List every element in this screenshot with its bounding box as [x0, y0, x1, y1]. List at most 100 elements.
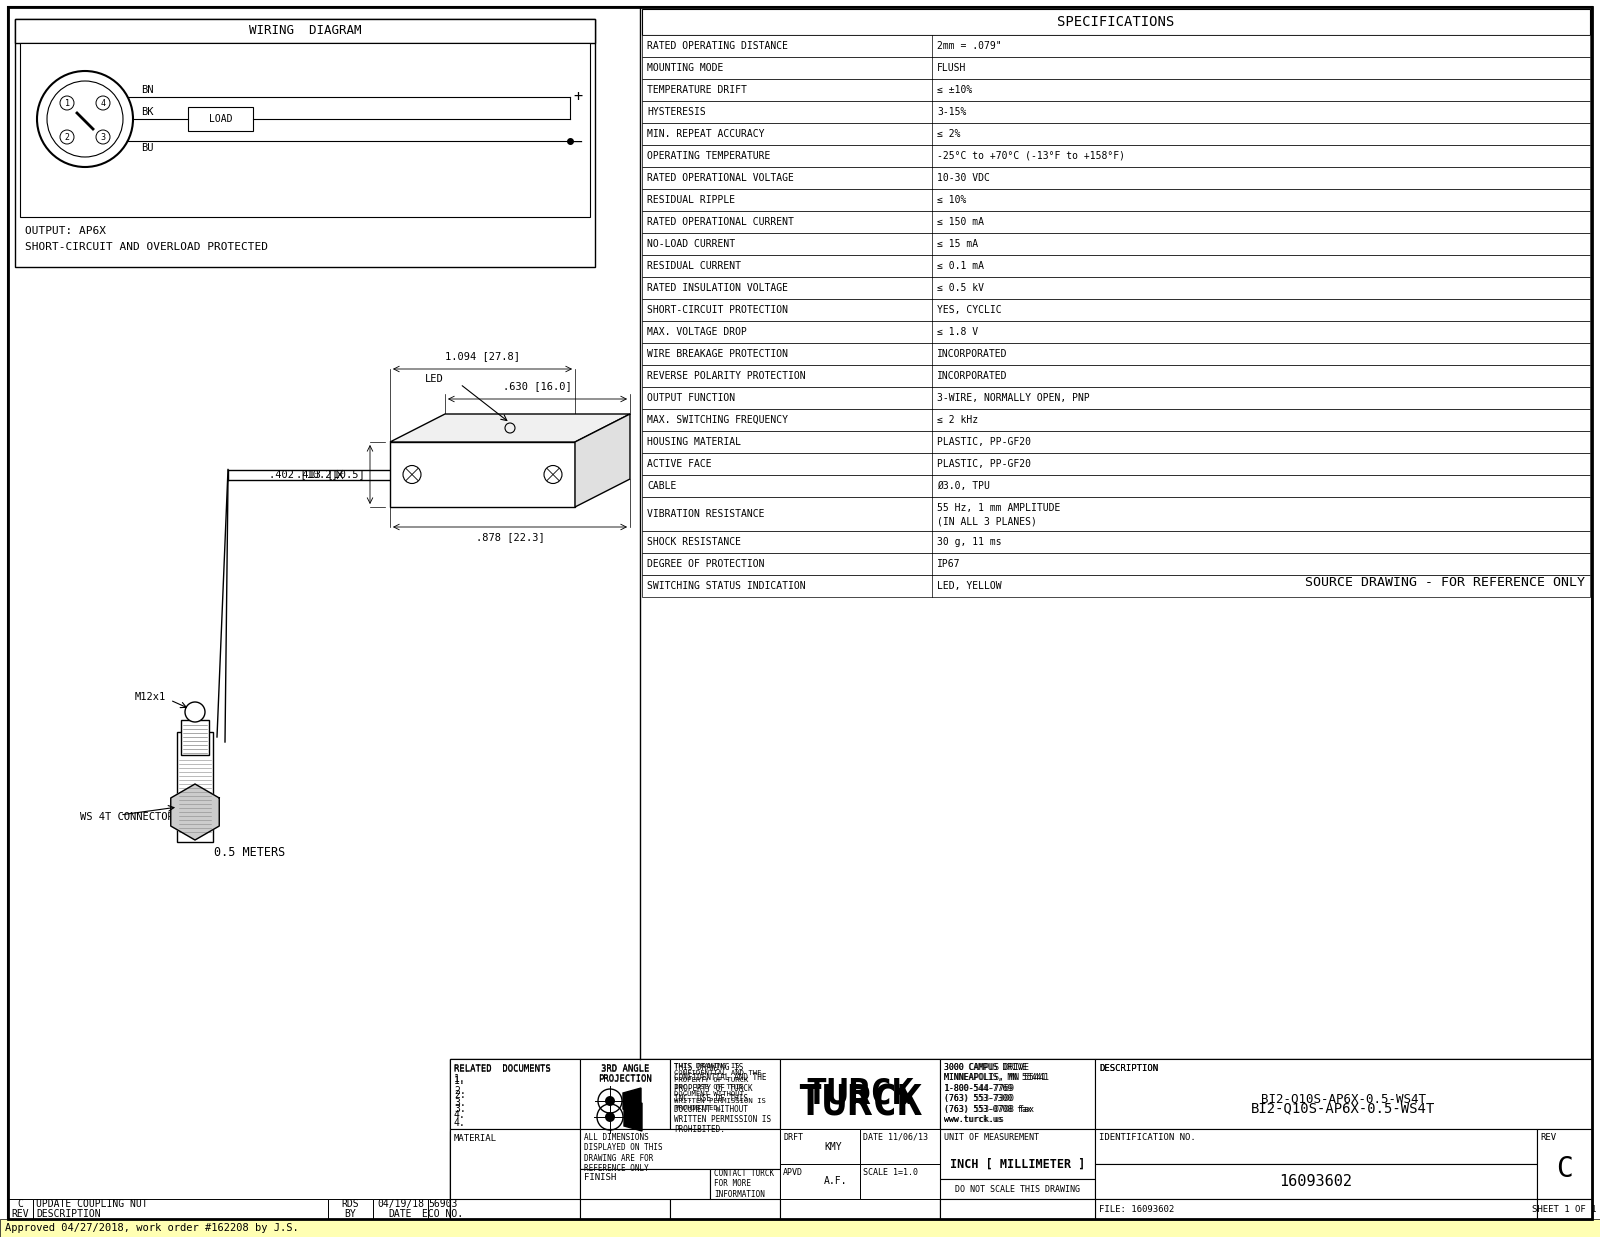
- Bar: [670, 1131, 781, 1218]
- Bar: [642, 167, 1590, 189]
- Bar: [642, 575, 1590, 597]
- Text: THIS DRAWING IS
CONFIDENTIAL AND THE
PROPERTY OF TURCK
INC. USE OF THIS
DOCUMENT: THIS DRAWING IS CONFIDENTIAL AND THE PRO…: [674, 1063, 771, 1134]
- Polygon shape: [171, 784, 219, 840]
- Bar: [941, 1129, 1094, 1179]
- Text: .630 [16.0]: .630 [16.0]: [502, 381, 571, 391]
- Text: BN: BN: [141, 85, 154, 95]
- Text: ALL DIMENSIONS
DISPLAYED ON THIS
DRAWING ARE FOR
REFERENCE ONLY: ALL DIMENSIONS DISPLAYED ON THIS DRAWING…: [584, 1133, 662, 1173]
- Text: .402 [10.2]: .402 [10.2]: [269, 470, 338, 480]
- Text: UPDATE COUPLING NUT: UPDATE COUPLING NUT: [35, 1199, 147, 1209]
- Text: YES, CYCLIC: YES, CYCLIC: [938, 306, 1002, 315]
- Text: DO NOT SCALE THIS DRAWING: DO NOT SCALE THIS DRAWING: [955, 1185, 1080, 1194]
- Bar: [178, 732, 213, 842]
- Text: PROJECTION: PROJECTION: [598, 1074, 651, 1084]
- Bar: [642, 101, 1590, 122]
- Bar: [642, 9, 1590, 35]
- Text: M12x1: M12x1: [134, 691, 166, 703]
- Bar: [670, 1059, 781, 1129]
- Bar: [450, 1129, 579, 1199]
- Bar: [1094, 1059, 1592, 1129]
- Bar: [642, 475, 1590, 497]
- Text: SPECIFICATIONS: SPECIFICATIONS: [1058, 15, 1174, 28]
- Text: INCH [ MILLIMETER ]: INCH [ MILLIMETER ]: [950, 1158, 1085, 1170]
- Text: FINISH: FINISH: [584, 1173, 616, 1183]
- Text: BI2-Q10S-AP6X-0.5-WS4T: BI2-Q10S-AP6X-0.5-WS4T: [1251, 1101, 1435, 1115]
- Text: 55 Hz, 1 mm AMPLITUDE: 55 Hz, 1 mm AMPLITUDE: [938, 503, 1061, 513]
- Bar: [373, 1199, 429, 1218]
- Text: 2.: 2.: [454, 1090, 466, 1100]
- Text: 04/19/18: 04/19/18: [378, 1199, 424, 1209]
- Text: SHORT-CIRCUIT PROTECTION: SHORT-CIRCUIT PROTECTION: [646, 306, 787, 315]
- Bar: [710, 1169, 781, 1199]
- Text: ≤ 2%: ≤ 2%: [938, 129, 960, 139]
- Text: SOURCE DRAWING - FOR REFERENCE ONLY: SOURCE DRAWING - FOR REFERENCE ONLY: [1306, 575, 1586, 589]
- Text: SHEET 1 OF 1: SHEET 1 OF 1: [1533, 1205, 1597, 1213]
- Text: MATERIAL: MATERIAL: [454, 1134, 498, 1143]
- Bar: [642, 531, 1590, 553]
- Bar: [642, 453, 1590, 475]
- Text: WS 4T CONNECTOR: WS 4T CONNECTOR: [80, 811, 174, 823]
- Bar: [642, 343, 1590, 365]
- Text: RESIDUAL RIPPLE: RESIDUAL RIPPLE: [646, 195, 734, 205]
- Text: RATED OPERATIONAL VOLTAGE: RATED OPERATIONAL VOLTAGE: [646, 173, 794, 183]
- Bar: [642, 365, 1590, 387]
- Polygon shape: [622, 1089, 642, 1115]
- Bar: [1538, 1199, 1592, 1218]
- Text: RATED OPERATING DISTANCE: RATED OPERATING DISTANCE: [646, 41, 787, 51]
- Text: 4.: 4.: [454, 1110, 466, 1119]
- Text: UNIT OF MEASUREMENT: UNIT OF MEASUREMENT: [944, 1133, 1038, 1142]
- Text: ≤ 10%: ≤ 10%: [938, 195, 966, 205]
- Bar: [19, 43, 590, 216]
- Text: RDS: RDS: [342, 1199, 360, 1209]
- Text: .413 [10.5]: .413 [10.5]: [296, 470, 365, 480]
- Text: 1.094 [27.8]: 1.094 [27.8]: [445, 351, 520, 361]
- Text: PLASTIC, PP-GF20: PLASTIC, PP-GF20: [938, 437, 1030, 447]
- Text: BY: BY: [344, 1209, 357, 1218]
- Text: DATE 11/06/13: DATE 11/06/13: [862, 1133, 928, 1142]
- Text: APVD: APVD: [782, 1168, 803, 1176]
- Text: Ø3.0, TPU: Ø3.0, TPU: [938, 481, 990, 491]
- Text: 3RD ANGLE: 3RD ANGLE: [602, 1064, 650, 1072]
- Text: ≤ 2 kHz: ≤ 2 kHz: [938, 414, 978, 426]
- Text: 3-15%: 3-15%: [938, 106, 966, 118]
- Text: 0.5 METERS: 0.5 METERS: [214, 846, 286, 858]
- Text: CONTACT TURCK
FOR MORE
INFORMATION: CONTACT TURCK FOR MORE INFORMATION: [714, 1169, 774, 1199]
- Text: DATE: DATE: [389, 1209, 413, 1218]
- Text: 3: 3: [101, 132, 106, 141]
- Text: ≤ 150 mA: ≤ 150 mA: [938, 216, 984, 228]
- Text: REVERSE POLARITY PROTECTION: REVERSE POLARITY PROTECTION: [646, 371, 806, 381]
- Text: +: +: [573, 89, 582, 104]
- Bar: [450, 1131, 579, 1218]
- Text: ≤ 0.1 mA: ≤ 0.1 mA: [938, 261, 984, 271]
- Polygon shape: [624, 1103, 642, 1131]
- Text: INCORPORATED: INCORPORATED: [938, 371, 1008, 381]
- Bar: [642, 145, 1590, 167]
- Text: DEGREE OF PROTECTION: DEGREE OF PROTECTION: [646, 559, 765, 569]
- Polygon shape: [574, 414, 630, 507]
- Text: 3000 CAMPUS DRIVE
MINNEAPOLIS, MN 55441
1-800-544-7769
(763) 553-7300
(763) 553-: 3000 CAMPUS DRIVE MINNEAPOLIS, MN 55441 …: [944, 1063, 1046, 1124]
- Bar: [941, 1131, 1094, 1218]
- Bar: [642, 122, 1590, 145]
- Text: INCORPORATED: INCORPORATED: [938, 349, 1008, 359]
- Circle shape: [605, 1112, 614, 1122]
- Text: ≤ 0.5 kV: ≤ 0.5 kV: [938, 283, 984, 293]
- Polygon shape: [390, 442, 574, 507]
- Text: RESIDUAL CURRENT: RESIDUAL CURRENT: [646, 261, 741, 271]
- Bar: [1094, 1129, 1538, 1164]
- Bar: [642, 212, 1590, 233]
- Text: TURCK: TURCK: [797, 1082, 923, 1124]
- Text: 16093602: 16093602: [1280, 1174, 1352, 1190]
- Bar: [941, 1179, 1094, 1199]
- Bar: [642, 57, 1590, 79]
- Text: ACTIVE FACE: ACTIVE FACE: [646, 459, 712, 469]
- Text: DESCRIPTION: DESCRIPTION: [1099, 1064, 1158, 1072]
- Text: Approved 04/27/2018, work order #162208 by J.S.: Approved 04/27/2018, work order #162208 …: [5, 1223, 299, 1233]
- Text: LED, YELLOW: LED, YELLOW: [938, 581, 1002, 591]
- Text: 3RD ANGLE: 3RD ANGLE: [602, 1065, 650, 1074]
- Bar: [429, 1199, 458, 1218]
- Text: PROJECTION: PROJECTION: [598, 1075, 651, 1084]
- Circle shape: [37, 71, 133, 167]
- Bar: [1094, 1131, 1592, 1218]
- Bar: [781, 1059, 941, 1129]
- Bar: [642, 277, 1590, 299]
